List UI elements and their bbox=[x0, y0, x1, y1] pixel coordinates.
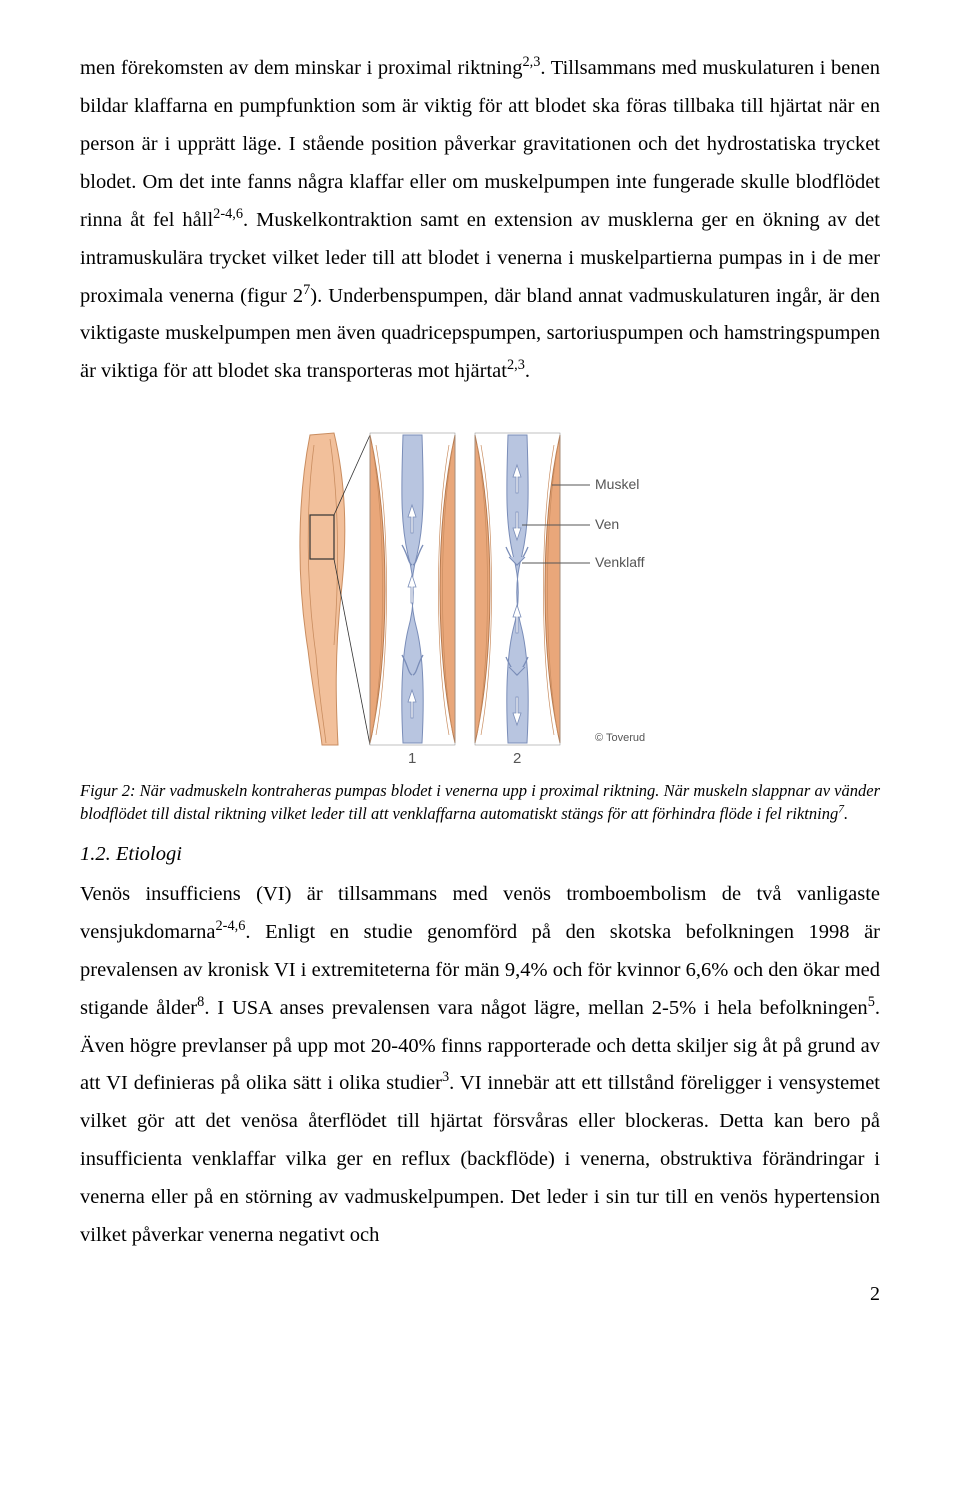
muscle-pump-diagram: Muskel Ven Venklaff © Toverud 1 2 bbox=[290, 405, 670, 765]
figure-2-caption: Figur 2: När vadmuskeln kontraheras pump… bbox=[80, 780, 880, 825]
p2-t5: . VI innebär att ett tillstånd föreligge… bbox=[80, 1072, 880, 1246]
p2-t3: . I USA anses prevalensen vara något läg… bbox=[204, 997, 867, 1019]
section-heading-etiologi: 1.2. Etiologi bbox=[80, 843, 880, 866]
figure-2: Muskel Ven Venklaff © Toverud 1 2 bbox=[80, 405, 880, 770]
label-muskel: Muskel bbox=[595, 476, 639, 492]
p1-s1: 2,3 bbox=[522, 54, 540, 70]
cap-t2: . bbox=[844, 804, 848, 823]
p1-s4: 2,3 bbox=[507, 358, 525, 374]
label-ven: Ven bbox=[595, 516, 619, 532]
p1-t2: . Tillsammans med muskulaturen i benen b… bbox=[80, 57, 880, 231]
label-venklaff: Venklaff bbox=[595, 554, 645, 570]
p1-s2: 2-4,6 bbox=[213, 206, 243, 222]
cap-t1: Figur 2: När vadmuskeln kontraheras pump… bbox=[80, 781, 880, 822]
panel-2 bbox=[475, 433, 560, 745]
panel-number-1: 1 bbox=[408, 750, 416, 765]
panel-number-2: 2 bbox=[513, 750, 521, 765]
figure-credit: © Toverud bbox=[595, 732, 645, 744]
p2-s3: 5 bbox=[868, 994, 875, 1010]
page-number: 2 bbox=[80, 1283, 880, 1306]
panel-1 bbox=[370, 433, 455, 745]
p2-s1: 2-4,6 bbox=[216, 918, 246, 934]
p1-t1: men förekomsten av dem minskar i proxima… bbox=[80, 57, 522, 79]
paragraph-1: men förekomsten av dem minskar i proxima… bbox=[80, 50, 880, 391]
leg-outline bbox=[300, 433, 370, 745]
paragraph-2: Venös insufficiens (VI) är tillsammans m… bbox=[80, 876, 880, 1255]
p1-t5: . bbox=[525, 360, 530, 382]
